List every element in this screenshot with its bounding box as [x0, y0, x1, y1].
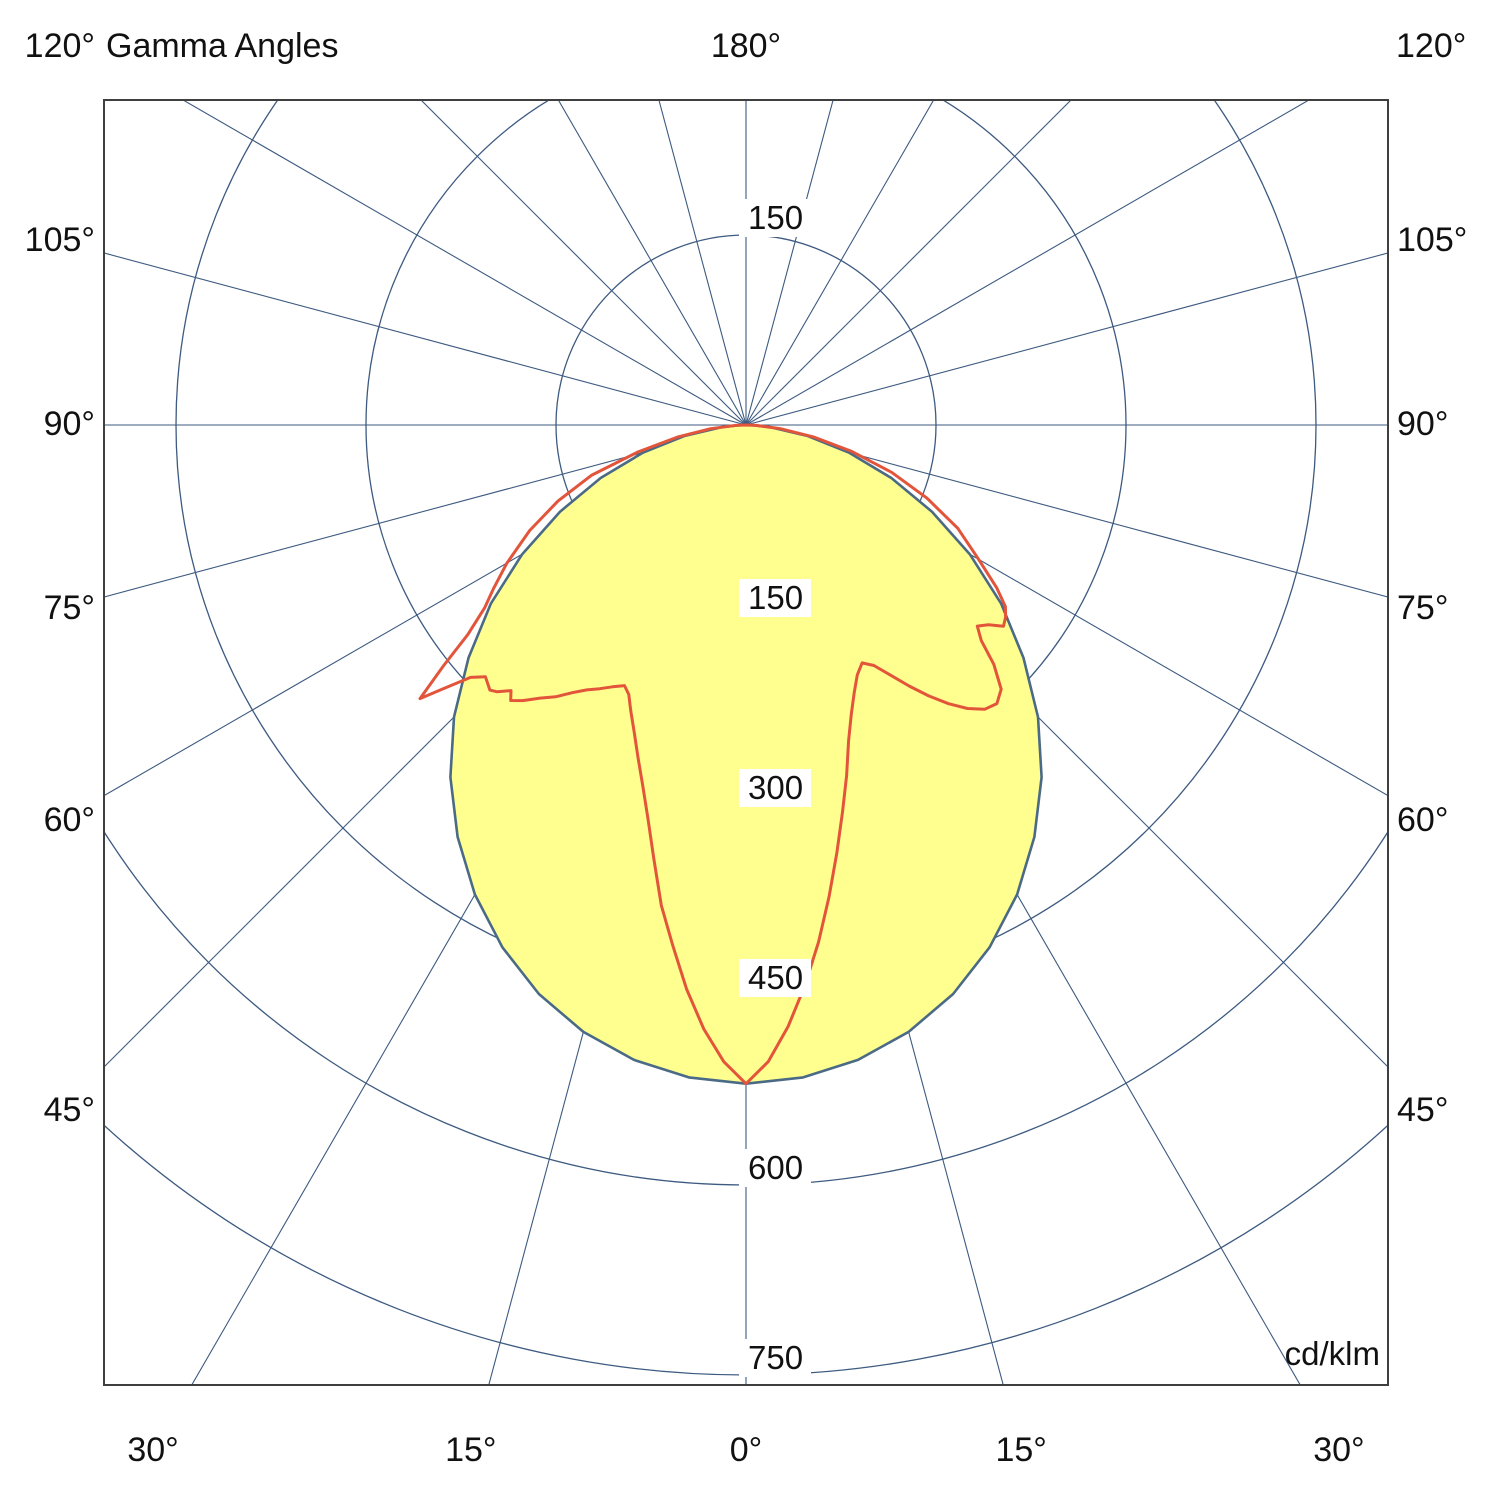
- ring-label-750: 750: [739, 1339, 812, 1377]
- angle-label-top-left-120: 120°: [24, 27, 95, 65]
- ring-label-450: 450: [739, 959, 812, 997]
- ring-label-150: 150: [739, 579, 812, 617]
- plane-distribution-curve: [418, 423, 1008, 1086]
- angle-label-right-60: 60°: [1397, 801, 1449, 840]
- angle-label-bottom-30-left: 30°: [127, 1431, 179, 1469]
- unit-label: cd/klm: [1284, 1335, 1380, 1372]
- ring-label-300: 300: [739, 769, 812, 807]
- plot-border: [103, 99, 1389, 1386]
- angle-label-left-60: 60°: [43, 801, 95, 840]
- angle-label-bottom-0: 0°: [729, 1431, 763, 1469]
- angle-label-bottom-15-left: 15°: [445, 1431, 497, 1469]
- angle-label-bottom-30-right: 30°: [1313, 1431, 1365, 1469]
- angle-label-bottom-15-right: 15°: [995, 1431, 1047, 1469]
- angle-label-top-180: 180°: [710, 27, 782, 65]
- angle-label-left-45: 45°: [43, 1091, 95, 1129]
- angle-label-right-45: 45°: [1397, 1091, 1449, 1129]
- ring-label-top-150: 150: [739, 199, 812, 237]
- angle-label-left-75: 75°: [43, 588, 95, 627]
- ring-label-600: 600: [739, 1149, 812, 1187]
- angle-label-right-105: 105°: [1397, 221, 1468, 260]
- angle-label-right-75: 75°: [1397, 588, 1449, 627]
- angle-label-right-90: 90°: [1397, 405, 1449, 443]
- angle-label-left-105: 105°: [24, 221, 95, 260]
- chart-title: Gamma Angles: [106, 27, 339, 65]
- angle-label-left-90: 90°: [43, 405, 95, 443]
- angle-label-top-right-120: 120°: [1396, 27, 1467, 65]
